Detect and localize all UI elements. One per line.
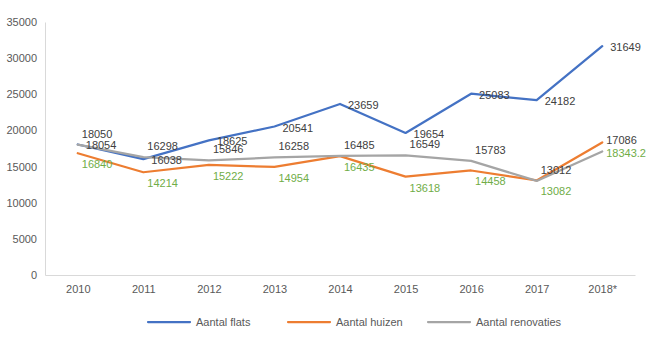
x-tick-label: 2015 bbox=[394, 283, 418, 295]
data-label: 14458 bbox=[475, 175, 506, 187]
y-tick-label: 20000 bbox=[6, 124, 37, 136]
x-tick: 2018* bbox=[588, 275, 617, 295]
y-tick: 20000 bbox=[6, 124, 45, 136]
data-label: 20541 bbox=[282, 122, 313, 134]
y-tick: 10000 bbox=[6, 197, 45, 209]
chart: 0500010000150002000025000300003500020102… bbox=[0, 0, 660, 344]
legend-swatch bbox=[428, 321, 470, 323]
data-label: 16840 bbox=[82, 158, 113, 170]
y-tick-label: 25000 bbox=[6, 88, 37, 100]
x-tick-label: 2017 bbox=[525, 283, 549, 295]
y-tick-label: 15000 bbox=[6, 161, 37, 173]
y-axis: 0 5000 10000 15000 20000 25000 30000 35000 bbox=[6, 16, 45, 281]
x-tick-label: 2011 bbox=[132, 283, 156, 295]
legend: Aantal flats Aantal huizen Aantal renovati… bbox=[148, 316, 561, 328]
x-tick-label: 2018* bbox=[588, 283, 617, 295]
x-tick: 2013 bbox=[263, 275, 287, 295]
data-label: 14954 bbox=[278, 172, 309, 184]
data-label: 17086 bbox=[606, 134, 637, 146]
legend-label: Aantal renovaties bbox=[476, 316, 561, 328]
data-label: 16549 bbox=[410, 138, 441, 150]
y-tick-label: 35000 bbox=[6, 16, 37, 28]
data-label: 15222 bbox=[213, 170, 244, 182]
legend-swatch bbox=[288, 321, 330, 323]
x-tick-label: 2016 bbox=[459, 283, 483, 295]
data-label: 15846 bbox=[213, 143, 244, 155]
legend-label: Aantal huizen bbox=[336, 316, 403, 328]
x-tick-label: 2010 bbox=[66, 283, 90, 295]
x-tick: 2015 bbox=[394, 275, 418, 295]
x-tick-label: 2012 bbox=[197, 283, 221, 295]
plot-area bbox=[78, 46, 602, 181]
x-tick: 2012 bbox=[197, 275, 221, 295]
legend-label: Aantal flats bbox=[196, 316, 251, 328]
x-tick-label: 2014 bbox=[328, 283, 352, 295]
y-tick-label: 30000 bbox=[6, 52, 37, 64]
y-tick-label: 0 bbox=[31, 269, 37, 281]
y-tick: 5000 bbox=[13, 233, 45, 245]
x-tick: 2016 bbox=[459, 275, 483, 295]
x-axis-line bbox=[46, 275, 636, 276]
data-label: 16485 bbox=[344, 139, 375, 151]
x-tick: 2017 bbox=[525, 275, 549, 295]
x-axis: 2010 2011 2012 2013 2014 2015 2016 2017 2018* bbox=[46, 275, 636, 295]
data-label: 16435 bbox=[344, 161, 375, 173]
series-line bbox=[78, 46, 602, 159]
data-label: 18050 bbox=[82, 128, 113, 140]
data-label: 13082 bbox=[541, 185, 572, 197]
x-tick: 2010 bbox=[66, 275, 90, 295]
y-tick-label: 10000 bbox=[6, 197, 37, 209]
data-label: 18054 bbox=[86, 139, 117, 151]
data-label: 16038 bbox=[151, 154, 182, 166]
x-tick: 2014 bbox=[328, 275, 352, 295]
data-label: 16298 bbox=[147, 140, 178, 152]
data-label: 18343.2 bbox=[606, 147, 646, 159]
data-label: 25083 bbox=[479, 89, 510, 101]
data-label: 14214 bbox=[147, 177, 178, 189]
data-label: 13012 bbox=[541, 164, 572, 176]
data-label: 24182 bbox=[545, 95, 576, 107]
y-tick: 15000 bbox=[6, 161, 45, 173]
x-tick-label: 2013 bbox=[263, 283, 287, 295]
data-label: 15783 bbox=[475, 144, 506, 156]
data-labels: 1805416038186252054123659196542508324182… bbox=[82, 41, 646, 197]
data-label: 23659 bbox=[348, 99, 379, 111]
y-tick-label: 5000 bbox=[13, 233, 37, 245]
y-tick: 25000 bbox=[6, 88, 45, 100]
data-label: 31649 bbox=[610, 41, 641, 53]
y-tick: 30000 bbox=[6, 52, 45, 64]
x-tick: 2011 bbox=[132, 275, 156, 295]
legend-swatch bbox=[148, 321, 190, 323]
y-axis-line bbox=[45, 23, 46, 276]
y-tick: 0 bbox=[31, 269, 45, 281]
data-label: 16258 bbox=[278, 140, 309, 152]
data-label: 13618 bbox=[410, 182, 441, 194]
y-tick: 35000 bbox=[6, 16, 45, 28]
